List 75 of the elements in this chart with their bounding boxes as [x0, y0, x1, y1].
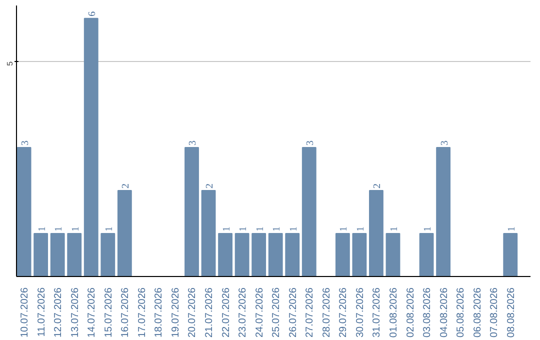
bar	[419, 232, 434, 276]
bar	[302, 146, 316, 276]
x-tick-label: 19.07.2026	[170, 287, 182, 338]
bar	[252, 232, 266, 276]
data-label: 6	[87, 11, 98, 16]
data-label: 1	[221, 226, 232, 232]
bar	[117, 190, 132, 276]
x-tick-label: 05.08.2026	[456, 287, 467, 338]
bar	[201, 190, 216, 276]
bar	[84, 18, 98, 276]
x-tick-label: 06.08.2026	[472, 287, 484, 338]
data-label: 3	[439, 140, 450, 146]
data-label: 3	[305, 140, 316, 146]
data-label: 3	[20, 140, 32, 146]
data-label: 1	[338, 226, 350, 232]
x-tick-label: 14.07.2026	[86, 287, 98, 338]
data-label: 1	[355, 226, 366, 232]
x-tick-label: 27.07.2026	[304, 287, 316, 338]
x-tick-label: 29.07.2026	[338, 287, 350, 338]
x-tick-label: 10.07.2026	[20, 287, 31, 338]
data-label: 1	[238, 226, 250, 232]
bar	[369, 190, 384, 276]
x-tick-label: 17.07.2026	[136, 287, 148, 338]
x-tick-label: 22.07.2026	[220, 287, 232, 338]
x-tick-label: 15.07.2026	[103, 287, 114, 338]
bar	[268, 232, 283, 276]
x-tick-label: 23.07.2026	[238, 287, 249, 338]
bar	[386, 232, 400, 276]
x-tick-label: 02.08.2026	[405, 287, 416, 338]
x-tick-label: 31.07.2026	[372, 287, 383, 338]
bar	[352, 232, 367, 276]
x-tick-label: 16.07.2026	[120, 287, 132, 338]
data-label: 2	[372, 183, 384, 188]
bar	[234, 232, 250, 276]
x-tick-label: 20.07.2026	[187, 287, 198, 338]
bar	[50, 232, 65, 276]
x-tick-label: 13.07.2026	[70, 287, 81, 338]
x-tick-label: 28.07.2026	[321, 287, 332, 338]
data-label: 1	[36, 226, 48, 232]
data-label: 1	[388, 226, 400, 232]
x-tick-label: 03.08.2026	[422, 287, 434, 338]
x-tick-label: 12.07.2026	[53, 287, 64, 338]
x-tick-label: 11.07.2026	[36, 287, 48, 337]
x-tick-label: 04.08.2026	[438, 287, 450, 338]
data-label: 1	[254, 226, 266, 232]
y-tick-label: 5	[6, 60, 14, 66]
x-tick-label: 21.07.2026	[204, 287, 216, 338]
bar	[436, 146, 451, 276]
bar	[218, 232, 232, 276]
bar	[100, 232, 116, 276]
data-label: 2	[120, 183, 132, 188]
data-label: 1	[70, 226, 82, 232]
x-tick-label: 01.08.2026	[388, 287, 400, 338]
x-tick-label: 07.08.2026	[489, 287, 500, 338]
data-label: 1	[506, 226, 518, 232]
x-tick-label: 18.07.2026	[154, 287, 165, 338]
bar	[503, 232, 518, 276]
data-label: 1	[104, 226, 115, 232]
data-label: 3	[188, 140, 199, 146]
x-tick-label: 26.07.2026	[288, 287, 299, 338]
x-tick-label: 30.07.2026	[354, 287, 366, 338]
x-tick-label: 24.07.2026	[254, 287, 266, 338]
data-label: 1	[422, 226, 434, 232]
data-label: 1	[54, 226, 65, 232]
bar	[285, 232, 300, 276]
x-tick-label: 08.08.2026	[506, 287, 517, 338]
bar	[16, 146, 32, 276]
data-label: 2	[204, 183, 216, 188]
bar	[67, 232, 82, 276]
data-label: 1	[288, 226, 300, 232]
data-label: 1	[272, 226, 283, 232]
bar	[34, 232, 48, 276]
x-tick-label: 25.07.2026	[271, 287, 282, 338]
bar	[184, 146, 199, 276]
bar	[335, 232, 350, 276]
